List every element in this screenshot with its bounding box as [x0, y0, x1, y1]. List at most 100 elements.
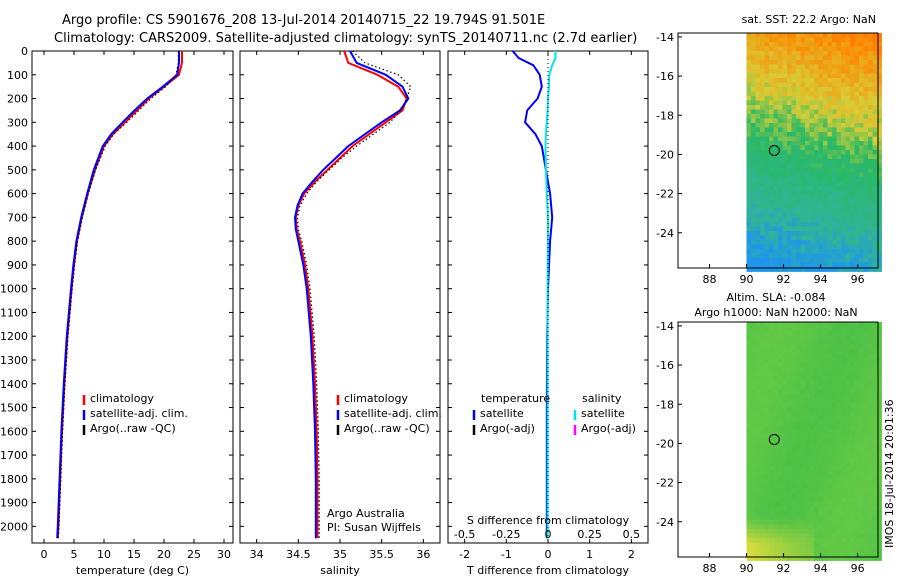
sla_map-heatmap-cell	[845, 443, 851, 449]
sla_map-heatmap-cell	[863, 493, 869, 498]
sst_map-heatmap-cell	[809, 208, 815, 214]
sla_map-heatmap-cell	[796, 331, 801, 336]
sla_map-heatmap-cell	[791, 529, 797, 534]
sst_map-heatmap-cell	[805, 235, 810, 241]
sla_map-heatmap-cell	[845, 380, 851, 386]
sla_map-heatmap-cell	[863, 461, 869, 467]
sst_map-heatmap-cell	[800, 87, 806, 92]
sla_map-heatmap-cell	[841, 439, 846, 444]
sst_map-heatmap-cell	[854, 240, 860, 245]
sst_map-heatmap-cell	[845, 55, 851, 61]
sst_map-heatmap-cell	[791, 51, 797, 56]
sst_map-heatmap-cell	[746, 96, 752, 101]
sst_map-heatmap-cell	[863, 199, 869, 205]
sla_map-heatmap-cell	[764, 349, 770, 354]
sla_map-heatmap-cell	[827, 493, 833, 498]
sst_map-heatmap-cell	[836, 60, 842, 65]
sla_map-heatmap-cell	[877, 367, 882, 372]
sla_map-heatmap-cell	[818, 484, 824, 489]
sst_map-heatmap-cell	[809, 33, 815, 38]
sla_map-heatmap-cell	[751, 511, 756, 516]
sla_map-heatmap-cell	[859, 385, 864, 390]
sla_map-heatmap-cell	[791, 371, 797, 377]
sst_map-heatmap-cell	[818, 46, 824, 52]
sst_map-heatmap-cell	[863, 172, 869, 178]
sst_map-heatmap-cell	[805, 33, 810, 38]
sla_map-heatmap-cell	[760, 322, 765, 327]
sst_map-heatmap-cell	[814, 154, 819, 160]
sla_map-heatmap-cell	[868, 353, 873, 359]
sla_map-heatmap-cell	[751, 556, 756, 561]
sla_map-heatmap-cell	[791, 461, 797, 467]
sla_map-heatmap-cell	[755, 322, 761, 327]
sst_map-heatmap-cell	[746, 199, 752, 205]
sst_map-heatmap-cell	[751, 73, 756, 79]
sla_map-heatmap-cell	[778, 403, 783, 408]
sst_map-heatmap-cell	[859, 163, 864, 169]
sst_map-heatmap-cell	[841, 37, 846, 43]
sla_map-heatmap-cell	[755, 353, 761, 359]
sla_map-heatmap-cell	[791, 367, 797, 372]
sst_map-heatmap-cell	[769, 105, 774, 110]
sst_map-heatmap-cell	[791, 195, 797, 200]
sst_map-heatmap-cell	[850, 262, 855, 268]
sla_map-heatmap-cell	[751, 515, 756, 521]
sst_map-heatmap-cell	[854, 195, 860, 200]
sla_map-heatmap-cell	[868, 434, 873, 440]
sst_map-heatmap-cell	[787, 82, 792, 88]
sla_map-heatmap-cell	[796, 416, 801, 422]
sst_map-heatmap-cell	[755, 46, 761, 52]
sst_map-heatmap-cell	[764, 163, 770, 169]
sst_map-heatmap-cell	[872, 244, 878, 250]
sla_map-heatmap-cell	[760, 376, 765, 381]
sst_map-heatmap-cell	[841, 82, 846, 88]
sst_map-heatmap-cell	[796, 46, 801, 52]
sst_map-heatmap-cell	[850, 55, 855, 61]
sst_map-heatmap-cell	[877, 91, 882, 97]
sst_map-heatmap-cell	[787, 127, 792, 133]
sla_map-heatmap-cell	[827, 407, 833, 413]
sla_map-heatmap-cell	[782, 358, 788, 363]
sst_map-heatmap-cell	[818, 199, 824, 205]
sla_map-heatmap-cell	[832, 385, 837, 390]
sla_map-heatmap-cell	[764, 488, 770, 494]
sst_map-heatmap-cell	[782, 163, 788, 169]
sla_map-heatmap-cell	[859, 461, 864, 467]
sla_map-heatmap-cell	[751, 362, 756, 368]
sla_map-heatmap-cell	[854, 394, 860, 399]
temperature-ytick-label: 200	[7, 93, 28, 106]
sst_map-heatmap-cell	[782, 204, 788, 209]
sla_map-heatmap-cell	[832, 547, 837, 552]
sla_map-heatmap-cell	[845, 376, 851, 381]
sla_map-heatmap-cell	[854, 403, 860, 408]
sst_map-heatmap-cell	[809, 96, 815, 101]
sst_map-heatmap-cell	[868, 267, 873, 272]
salinity-xtick-label: 36	[416, 548, 430, 561]
sst_map-heatmap-cell	[760, 69, 765, 74]
sst_map-heatmap-cell	[832, 123, 837, 128]
sla_map-heatmap-cell	[773, 538, 779, 543]
difference-s-tick-label: 0.5	[623, 528, 641, 541]
sst_map-heatmap-cell	[877, 204, 882, 209]
sst_map-heatmap-cell	[787, 204, 792, 209]
sst_map-heatmap-cell	[832, 253, 837, 259]
sla_map-heatmap-cell	[751, 461, 756, 467]
sst_map-heatmap-cell	[863, 213, 869, 218]
sst_map-heatmap-cell	[787, 172, 792, 178]
sla_map-heatmap-cell	[845, 484, 851, 489]
sst_map-heatmap-cell	[805, 127, 810, 133]
sst_map-heatmap-cell	[832, 42, 837, 47]
sla_map-heatmap-cell	[854, 349, 860, 354]
sst_map-heatmap-cell	[773, 109, 779, 115]
sla_map-heatmap-cell	[872, 488, 878, 494]
sst_map-heatmap-cell	[814, 145, 819, 151]
sst_map-heatmap-cell	[841, 267, 846, 272]
sla_map-heatmap-cell	[760, 470, 765, 476]
sla_map-heatmap-cell	[863, 466, 869, 471]
sla_map-heatmap-cell	[841, 416, 846, 422]
sla_map-heatmap-cell	[787, 385, 792, 390]
sla_map-heatmap-cell	[836, 529, 842, 534]
sst_map-heatmap-cell	[845, 235, 851, 241]
sla_map-heatmap-cell	[773, 326, 779, 332]
sla_map-heatmap-cell	[845, 331, 851, 336]
